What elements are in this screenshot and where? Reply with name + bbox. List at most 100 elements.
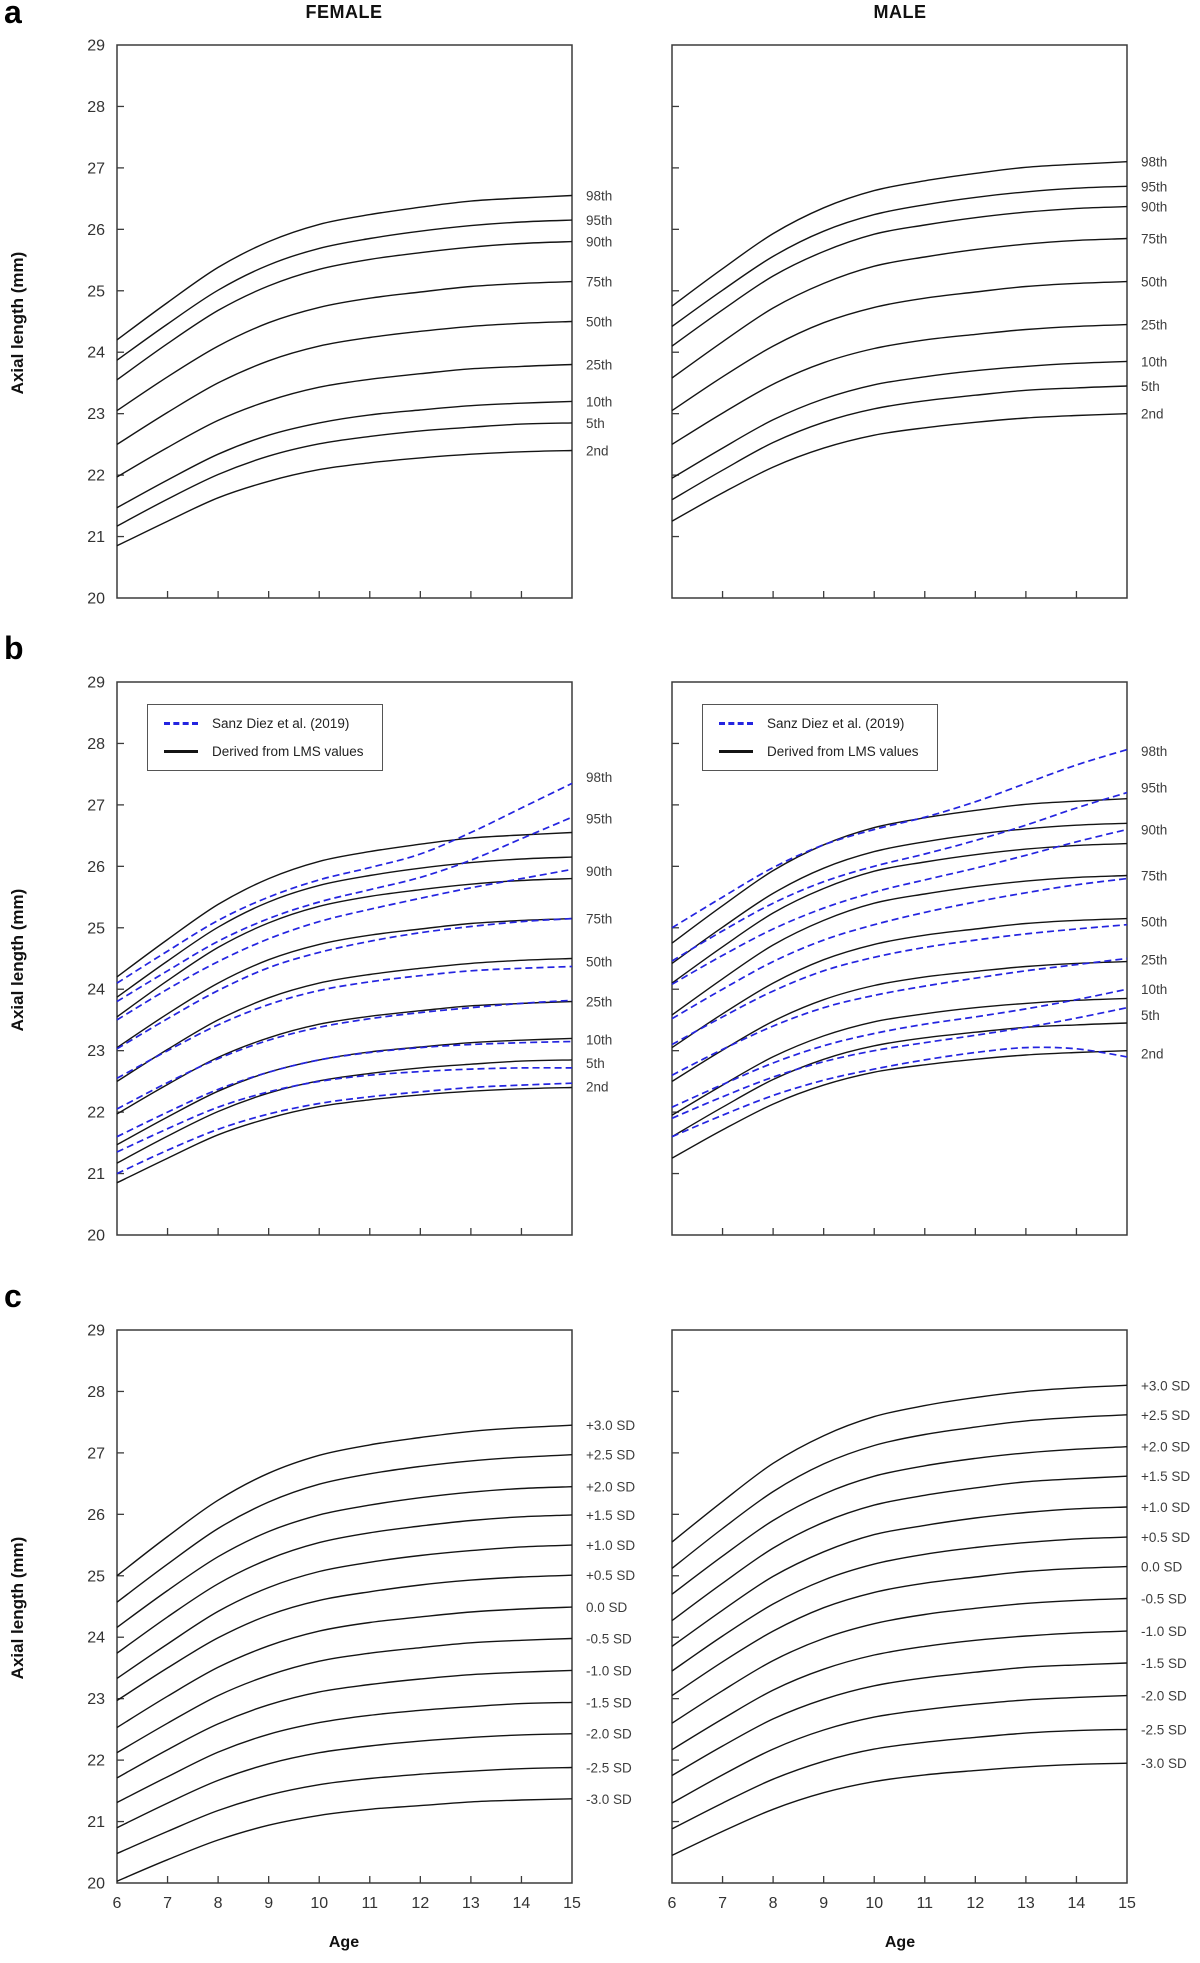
- x-tick-label: 9: [819, 1895, 828, 1912]
- curve-95th-sanz-diez: [671, 791, 1128, 962]
- curve-label: 75th: [586, 912, 612, 927]
- curve-+2.5-sd: [116, 1454, 573, 1603]
- curve-98th-sanz-diez: [671, 748, 1128, 929]
- curve-25th-lms: [116, 1000, 573, 1115]
- y-tick-label: 21: [87, 1814, 105, 1831]
- curve-+1.0-sd: [116, 1544, 573, 1679]
- curve-95th: [671, 185, 1128, 327]
- curve-98th: [671, 161, 1128, 307]
- y-tick-label: 29: [87, 675, 105, 692]
- legend-male: Sanz Diez et al. (2019) Derived from LMS…: [702, 704, 938, 771]
- curve-label: 95th: [586, 811, 612, 826]
- y-axis-label-row-b: Axial length (mm): [8, 888, 27, 1032]
- legend-label-sanz-diez: Sanz Diez et al. (2019): [212, 716, 350, 731]
- curve-label: 2nd: [1141, 1047, 1164, 1062]
- curve-label: +2.5 SD: [1141, 1408, 1190, 1423]
- curve--2.5-sd: [116, 1766, 573, 1855]
- curve-98th: [116, 194, 573, 341]
- y-tick-label: 28: [87, 99, 105, 116]
- legend-item-lms: Derived from LMS values: [719, 744, 925, 759]
- curve-90th-lms: [116, 877, 573, 1018]
- x-tick-label: 10: [310, 1895, 328, 1912]
- curve-75th-lms: [671, 874, 1128, 1016]
- curve-label: 10th: [586, 1033, 612, 1048]
- y-tick-label: 23: [87, 406, 105, 423]
- curve--3.0-sd: [671, 1762, 1128, 1857]
- curve-98th-sanz-diez: [116, 782, 573, 984]
- curve-label: -2.0 SD: [586, 1727, 632, 1742]
- curve-25th: [116, 363, 573, 478]
- curve-10th-sanz-diez: [671, 988, 1128, 1108]
- curve-label: 10th: [1141, 982, 1167, 997]
- curve-2nd-lms: [116, 1086, 573, 1184]
- panel-b-female: 20 21 22 23 24 25 26 27 28 29 98th 95th 90th 75th 50th…: [87, 675, 612, 1245]
- column-title-male: MALE: [873, 2, 927, 22]
- curve-50th-sanz-diez: [671, 923, 1128, 1046]
- curve-90th-lms: [671, 842, 1128, 984]
- y-tick-label: 25: [87, 283, 105, 300]
- curve-90th: [671, 205, 1128, 347]
- y-tick-label: 21: [87, 1166, 105, 1183]
- curve-label: 50th: [586, 955, 612, 970]
- curve-label: 90th: [1141, 200, 1167, 215]
- curve-+0.5-sd: [671, 1536, 1128, 1672]
- curve-75th-lms: [116, 917, 573, 1049]
- x-axis-label-female: Age: [328, 1934, 360, 1951]
- curve-0.0-sd: [116, 1606, 573, 1729]
- y-tick-label: 24: [87, 1630, 105, 1647]
- curve-label: 75th: [1141, 232, 1167, 247]
- curve-10th: [116, 400, 573, 509]
- x-tick-label: 11: [361, 1895, 378, 1912]
- plot-frame: [671, 1329, 1128, 1884]
- curve--1.0-sd: [116, 1669, 573, 1779]
- curve-25th: [671, 323, 1128, 445]
- curve-label: 2nd: [586, 444, 609, 459]
- curve-label: +2.0 SD: [1141, 1440, 1190, 1455]
- curve-5th: [116, 422, 573, 527]
- x-tick-label: 8: [769, 1895, 778, 1912]
- legend-female: Sanz Diez et al. (2019) Derived from LMS…: [147, 704, 383, 771]
- y-tick-label: 23: [87, 1043, 105, 1060]
- legend-item-lms: Derived from LMS values: [164, 744, 370, 759]
- x-tick-label: 13: [1017, 1895, 1035, 1912]
- curve-+1.5-sd: [116, 1514, 573, 1654]
- x-tick-label: 9: [264, 1895, 273, 1912]
- y-tick-label: 26: [87, 859, 105, 876]
- curve-+1.0-sd: [671, 1506, 1128, 1647]
- x-tick-label: 8: [214, 1895, 223, 1912]
- curve-label: 98th: [586, 770, 612, 785]
- y-tick-label: 25: [87, 1568, 105, 1585]
- curve-label: 2nd: [1141, 407, 1164, 422]
- curve--2.5-sd: [671, 1728, 1128, 1830]
- curve--0.5-sd: [116, 1637, 573, 1754]
- curve-95th-lms: [671, 822, 1128, 964]
- legend-item-sanz-diez: Sanz Diez et al. (2019): [164, 716, 370, 731]
- curve-90th: [116, 240, 573, 381]
- curve-label: 50th: [1141, 915, 1167, 930]
- x-tick-label: 14: [1068, 1895, 1086, 1912]
- curve-label: 98th: [1141, 155, 1167, 170]
- curve-label: 5th: [1141, 1008, 1160, 1023]
- curve-label: 5th: [586, 416, 605, 431]
- curve-25th-sanz-diez: [671, 957, 1128, 1076]
- y-tick-label: 22: [87, 1753, 105, 1770]
- curve-label: -0.5 SD: [1141, 1592, 1187, 1607]
- curve-10th: [671, 360, 1128, 479]
- curve-0.0-sd: [671, 1565, 1128, 1697]
- curve-label: +0.5 SD: [1141, 1530, 1190, 1545]
- curve-5th-lms: [116, 1059, 573, 1164]
- curve-50th-lms: [116, 957, 573, 1082]
- curve-label: +2.5 SD: [586, 1448, 635, 1463]
- y-tick-label: 27: [87, 797, 105, 814]
- curve-label: 2nd: [586, 1079, 609, 1094]
- x-tick-label: 14: [513, 1895, 531, 1912]
- y-tick-label: 24: [87, 982, 105, 999]
- curve-label: 0.0 SD: [1141, 1560, 1183, 1575]
- curve-label: 10th: [586, 394, 612, 409]
- curve-10th-lms: [116, 1037, 573, 1146]
- legend-item-sanz-diez: Sanz Diez et al. (2019): [719, 716, 925, 731]
- curve-10th-lms: [671, 997, 1128, 1116]
- plot-frame: [116, 44, 573, 599]
